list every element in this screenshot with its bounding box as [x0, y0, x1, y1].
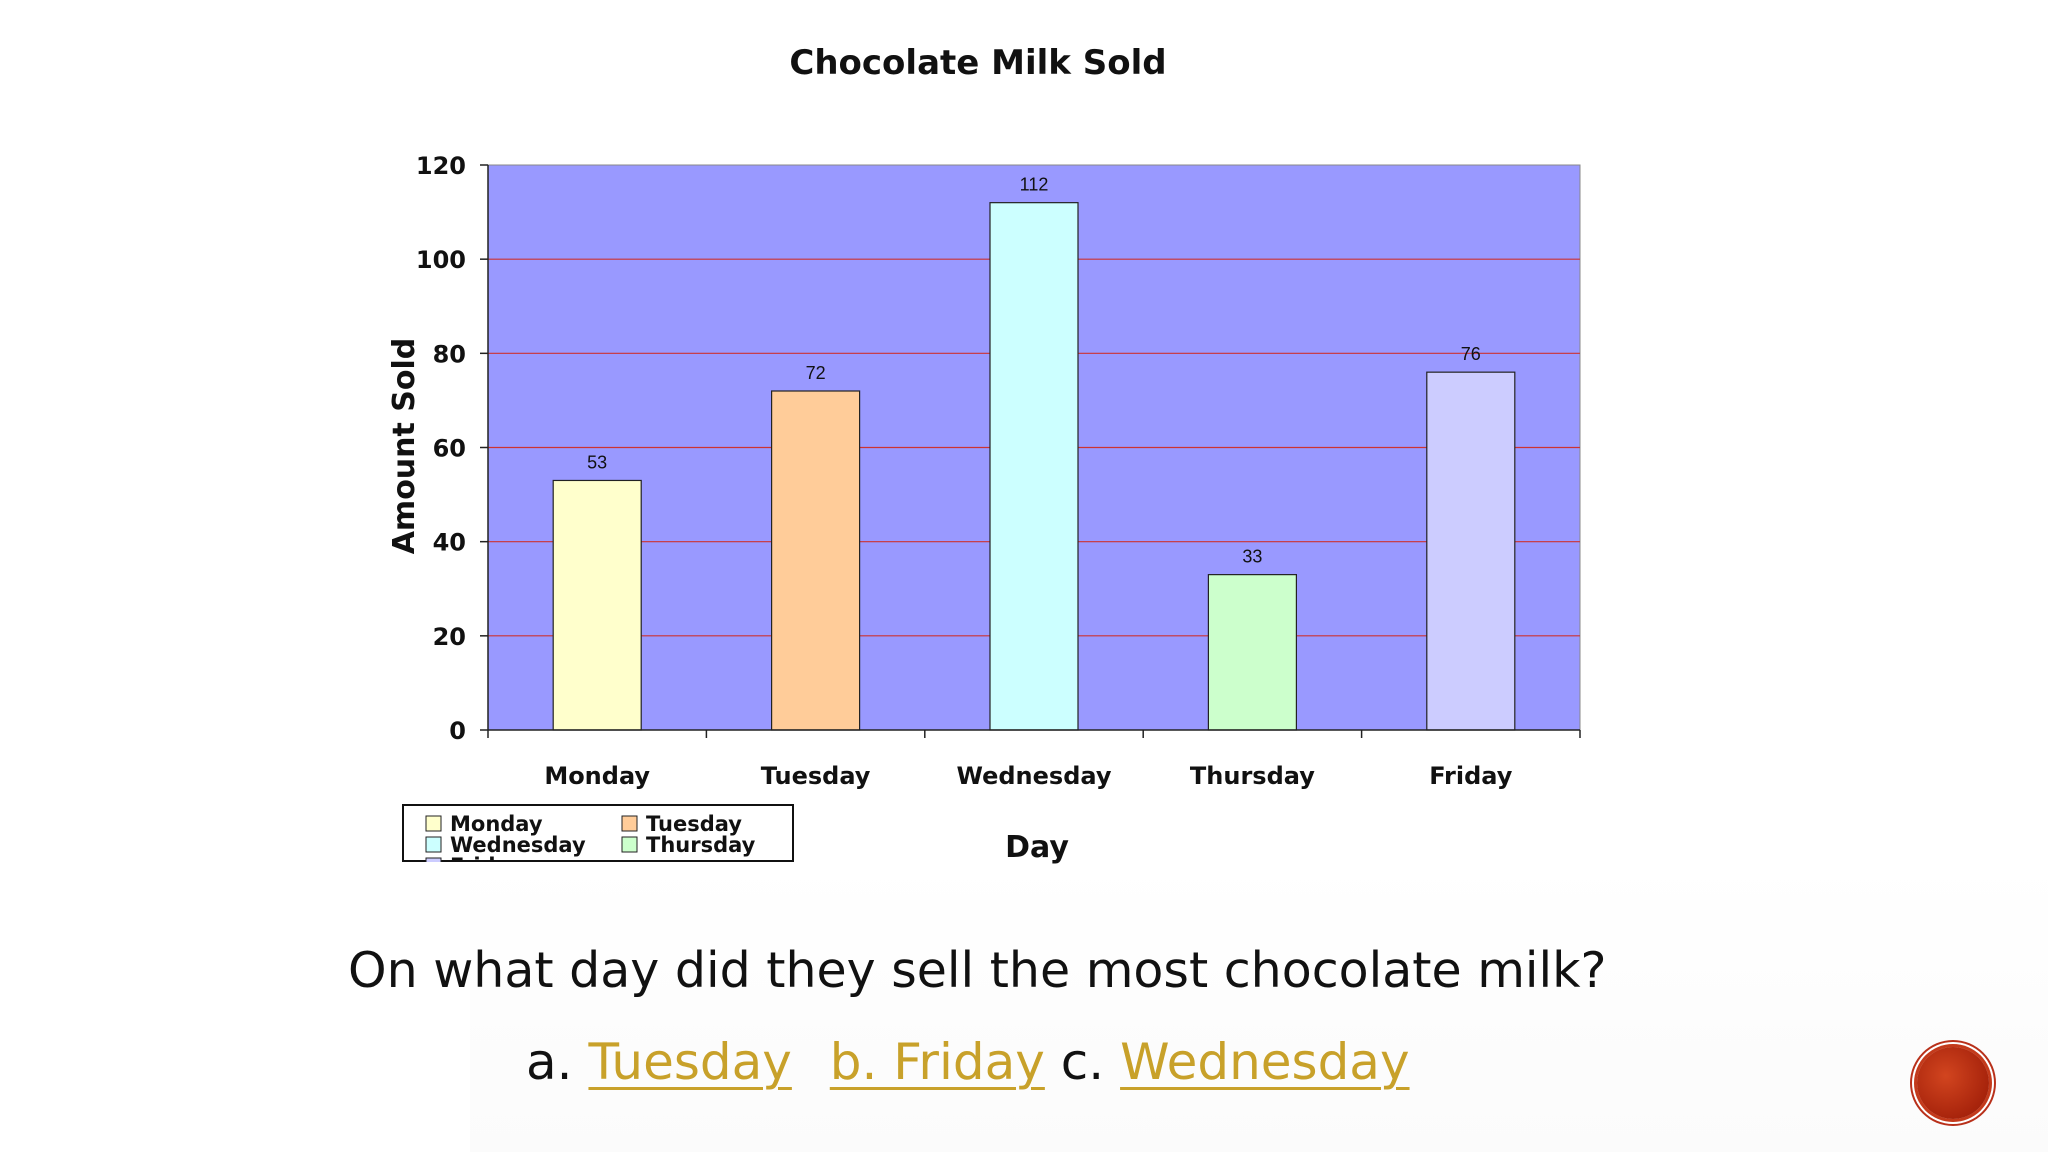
next-slide-button[interactable] — [1917, 1047, 1989, 1119]
y-tick-label: 60 — [433, 435, 466, 463]
bar-chart: Chocolate Milk Sold 53 72 112 33 76 0 20 40 60 8… — [387, 43, 1581, 878]
legend-swatch-wednesday — [425, 836, 442, 853]
legend-swatch-monday — [425, 815, 442, 832]
legend-label: Monday — [450, 812, 543, 836]
answer-b-link[interactable]: b. Friday — [829, 1033, 1045, 1091]
answer-c-prefix: c. — [1060, 1033, 1105, 1091]
y-axis-label: Amount Sold — [387, 338, 422, 555]
data-label: 33 — [1242, 547, 1262, 567]
bar-tuesday — [770, 390, 861, 731]
answer-c-link[interactable]: Wednesday — [1120, 1033, 1410, 1091]
answer-a-prefix: a. — [526, 1033, 573, 1091]
x-tick-label: Thursday — [1190, 762, 1315, 790]
y-tick-label: 0 — [449, 717, 466, 745]
x-axis-label: Day — [1005, 830, 1069, 865]
legend-swatch-friday — [425, 857, 442, 862]
legend-swatch-tuesday — [621, 815, 638, 832]
bar-thursday — [1207, 574, 1298, 731]
x-tick-label: Tuesday — [761, 762, 871, 790]
bar-friday — [1426, 371, 1516, 731]
data-label: 53 — [587, 452, 607, 472]
legend: Monday Tuesday Wednesday Thursday Friday — [402, 804, 794, 878]
x-tick-label: Friday — [1429, 762, 1513, 790]
y-tick-label: 80 — [433, 340, 466, 368]
x-tick-label: Monday — [544, 762, 650, 790]
y-tick-label: 40 — [433, 529, 466, 557]
legend-swatch-thursday — [621, 836, 638, 853]
data-label: 76 — [1461, 344, 1481, 364]
legend-label: Wednesday — [450, 833, 586, 857]
legend-label: Thursday — [646, 833, 756, 857]
x-tick-labels: Monday Tuesday Wednesday Thursday Friday — [544, 762, 1512, 790]
data-labels: 53 72 112 33 76 — [587, 175, 1481, 567]
answer-choices: a. Tuesday b. Friday c. Wednesday — [526, 1033, 1410, 1091]
axes — [480, 164, 1581, 738]
data-label: 72 — [806, 363, 826, 383]
y-tick-label: 20 — [433, 623, 466, 651]
legend-label: Friday — [450, 854, 523, 878]
y-tick-labels: 0 20 40 60 80 100 120 — [416, 152, 466, 745]
legend-label: Tuesday — [646, 812, 742, 836]
y-tick-label: 100 — [416, 246, 466, 274]
question-text: On what day did they sell the most choco… — [348, 942, 1607, 999]
y-tick-label: 120 — [416, 152, 466, 180]
bars — [552, 202, 1516, 731]
answer-a-link[interactable]: Tuesday — [588, 1033, 792, 1091]
chart-title: Chocolate Milk Sold — [789, 43, 1166, 83]
bar-wednesday — [989, 202, 1079, 731]
data-label: 112 — [1020, 175, 1049, 195]
bar-monday — [552, 479, 642, 731]
slide-shade — [470, 860, 2048, 1152]
x-tick-label: Wednesday — [956, 762, 1111, 790]
